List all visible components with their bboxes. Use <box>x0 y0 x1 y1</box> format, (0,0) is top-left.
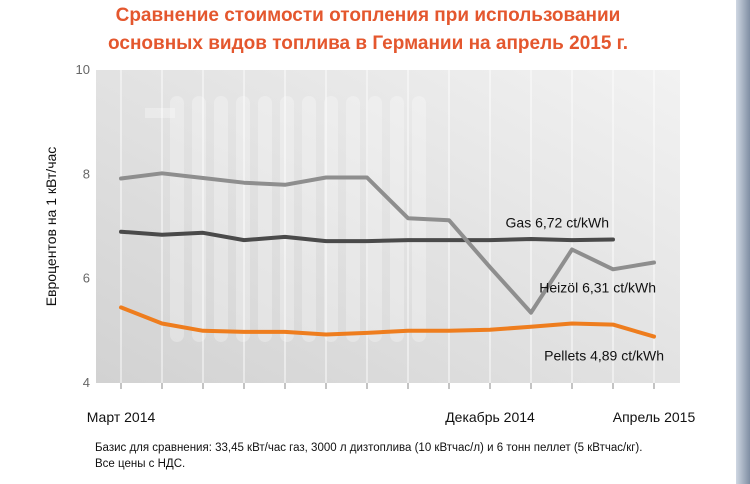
x-tick-label: Март 2014 <box>87 409 156 425</box>
radiator-fin <box>170 96 184 342</box>
chart-title: Сравнение стоимости отопления при исполь… <box>0 2 736 58</box>
radiator-fin <box>324 96 338 342</box>
data-point-heizl <box>611 267 615 271</box>
data-point-pellets <box>529 325 533 329</box>
data-point-pellets <box>365 331 369 335</box>
radiator-valve <box>145 108 175 118</box>
radiator-fin <box>390 96 404 342</box>
footnote-line-1: Базис для сравнения: 33,45 кВт/час газ, … <box>95 442 643 454</box>
data-point-heizl <box>652 260 656 264</box>
data-point-gas <box>242 238 246 242</box>
data-point-heizl <box>447 218 451 222</box>
line-chart: 4 6 8 10 Евроцентов на 1 кВт/час Март 2014 Дек… <box>43 62 696 425</box>
data-point-gas <box>201 231 205 235</box>
series-label-heizl: Heizöl 6,31 ct/kWh <box>539 279 656 295</box>
radiator-fin <box>236 96 250 342</box>
series-line-heizl <box>119 171 656 315</box>
data-point-heizl <box>283 183 287 187</box>
data-point-gas <box>160 233 164 237</box>
data-point-pellets <box>611 323 615 327</box>
data-point-gas <box>570 238 574 242</box>
data-point-pellets <box>447 329 451 333</box>
data-point-gas <box>406 238 410 242</box>
data-point-pellets <box>652 335 656 339</box>
y-tick-label: 4 <box>83 375 90 390</box>
x-tick-label: Декабрь 2014 <box>445 409 535 425</box>
footnote-line-2: Все цены с НДС. <box>95 458 186 470</box>
data-point-gas <box>447 238 451 242</box>
data-point-pellets <box>283 330 287 334</box>
y-tick-label: 8 <box>83 166 90 181</box>
window-edge <box>736 0 750 484</box>
data-point-heizl <box>201 176 205 180</box>
radiator-fin <box>280 96 294 342</box>
data-point-gas <box>324 239 328 243</box>
data-point-gas <box>488 238 492 242</box>
data-point-pellets <box>119 305 123 309</box>
data-point-pellets <box>242 330 246 334</box>
data-point-pellets <box>160 322 164 326</box>
y-tick-label: 10 <box>76 62 90 77</box>
data-point-pellets <box>406 329 410 333</box>
chart-title-line-1: Сравнение стоимости отопления при исполь… <box>115 5 621 26</box>
data-point-heizl <box>488 265 492 269</box>
series-label-pellets: Pellets 4,89 ct/kWh <box>544 348 664 364</box>
data-point-heizl <box>570 247 574 251</box>
data-point-pellets <box>201 329 205 333</box>
data-point-gas <box>529 237 533 241</box>
data-point-pellets <box>324 332 328 336</box>
data-point-heizl <box>160 171 164 175</box>
data-point-heizl <box>242 181 246 185</box>
series-line-pellets <box>119 305 656 339</box>
radiator-fin <box>368 96 382 342</box>
data-point-heizl <box>406 216 410 220</box>
data-point-gas <box>611 238 615 242</box>
series-label-gas: Gas 6,72 ct/kWh <box>506 215 609 231</box>
x-tick-label: Апрель 2015 <box>613 409 696 425</box>
data-point-heizl <box>529 311 533 315</box>
radiator-fin <box>214 96 228 342</box>
y-tick-label: 6 <box>83 271 90 286</box>
data-point-gas <box>365 239 369 243</box>
data-point-gas <box>283 235 287 239</box>
footnote: Базис для сравнения: 33,45 кВт/час газ, … <box>95 440 642 472</box>
radiator-fin <box>192 96 206 342</box>
radiator-fin <box>302 96 316 342</box>
y-axis-label: Евроцентов на 1 кВт/час <box>43 147 59 307</box>
radiator-fin <box>258 96 272 342</box>
data-point-gas <box>119 230 123 234</box>
chart-title-line-2: основных видов топлива в Германии на апр… <box>108 33 628 54</box>
data-point-pellets <box>488 328 492 332</box>
radiator-fin <box>346 96 360 342</box>
data-point-heizl <box>324 175 328 179</box>
data-point-pellets <box>570 322 574 326</box>
data-point-heizl <box>365 175 369 179</box>
data-point-heizl <box>119 177 123 181</box>
